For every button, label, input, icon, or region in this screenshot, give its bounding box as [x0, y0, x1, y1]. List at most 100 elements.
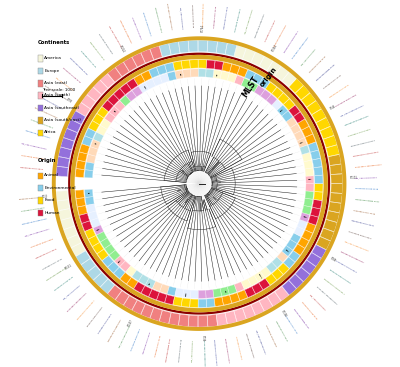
Polygon shape — [108, 285, 122, 300]
Polygon shape — [295, 268, 310, 282]
Polygon shape — [114, 88, 125, 100]
Polygon shape — [282, 111, 292, 121]
Polygon shape — [76, 251, 90, 265]
Polygon shape — [167, 286, 176, 296]
Polygon shape — [134, 282, 145, 293]
Text: NZ_AP12 India 2013: NZ_AP12 India 2013 — [191, 340, 194, 361]
Text: LC234567 China 2015: LC234567 China 2015 — [131, 17, 141, 39]
Polygon shape — [115, 62, 129, 76]
Polygon shape — [114, 101, 125, 112]
Polygon shape — [100, 238, 111, 248]
Text: NZ_CP01 Lebanon 2017: NZ_CP01 Lebanon 2017 — [255, 329, 266, 354]
Polygon shape — [68, 52, 330, 315]
Text: America: America — [44, 56, 62, 60]
Polygon shape — [90, 218, 100, 228]
Polygon shape — [139, 82, 149, 93]
Polygon shape — [266, 94, 277, 105]
Text: CP034567 USA 2012: CP034567 USA 2012 — [284, 315, 297, 334]
Polygon shape — [82, 221, 92, 231]
Polygon shape — [114, 256, 125, 266]
Polygon shape — [248, 81, 258, 92]
Polygon shape — [167, 72, 176, 81]
Polygon shape — [241, 78, 251, 88]
Polygon shape — [222, 62, 232, 72]
Text: ST167: ST167 — [128, 319, 135, 327]
Text: LC234567 China 2013: LC234567 China 2013 — [265, 20, 276, 42]
Polygon shape — [149, 289, 159, 300]
Polygon shape — [178, 41, 189, 53]
Polygon shape — [277, 251, 288, 262]
Polygon shape — [100, 73, 114, 88]
Polygon shape — [324, 219, 337, 232]
Text: NZ_AP12 India 2013: NZ_AP12 India 2013 — [356, 177, 377, 179]
Text: 744: 744 — [300, 141, 304, 144]
Text: KX123456 Spain 2014: KX123456 Spain 2014 — [21, 155, 45, 160]
Polygon shape — [160, 73, 169, 83]
Polygon shape — [301, 93, 316, 107]
Polygon shape — [100, 279, 114, 294]
Polygon shape — [306, 184, 314, 191]
Polygon shape — [207, 40, 218, 53]
Polygon shape — [225, 311, 237, 324]
Polygon shape — [260, 90, 271, 100]
Text: ST46: ST46 — [330, 104, 337, 111]
Polygon shape — [294, 244, 305, 255]
Polygon shape — [302, 230, 312, 241]
Text: MK987654 Peru 2013: MK987654 Peru 2013 — [89, 41, 104, 60]
Text: MN123456 Japan 2017: MN123456 Japan 2017 — [166, 337, 172, 361]
Text: 167: 167 — [118, 259, 122, 263]
Text: ST38: ST38 — [201, 335, 205, 341]
Polygon shape — [214, 61, 223, 70]
Text: LC234567 China 2015: LC234567 China 2015 — [21, 207, 45, 212]
Polygon shape — [160, 284, 169, 294]
Text: KX123456 Spain 2014: KX123456 Spain 2014 — [348, 231, 371, 239]
Polygon shape — [228, 284, 237, 294]
Polygon shape — [178, 314, 189, 327]
Polygon shape — [277, 105, 288, 116]
FancyBboxPatch shape — [38, 68, 43, 74]
Text: Europe: Europe — [44, 69, 60, 73]
Polygon shape — [312, 245, 326, 258]
Polygon shape — [234, 308, 246, 322]
Text: LT009876 Korea 2014: LT009876 Korea 2014 — [62, 67, 80, 83]
Polygon shape — [254, 86, 265, 96]
Polygon shape — [92, 243, 104, 254]
Text: KF234567 Thailand 2016: KF234567 Thailand 2016 — [68, 292, 88, 312]
Polygon shape — [282, 72, 296, 87]
Text: ST156: ST156 — [280, 309, 287, 318]
Polygon shape — [314, 167, 323, 175]
Polygon shape — [289, 251, 300, 262]
Polygon shape — [126, 266, 136, 276]
Text: MF345678 Europe 2016: MF345678 Europe 2016 — [344, 116, 368, 126]
FancyBboxPatch shape — [38, 80, 43, 87]
Polygon shape — [278, 263, 289, 275]
Polygon shape — [124, 57, 137, 72]
Polygon shape — [302, 153, 311, 161]
Polygon shape — [90, 139, 100, 149]
Polygon shape — [198, 290, 206, 298]
Text: KX123456 Spain 2014: KX123456 Spain 2014 — [131, 328, 141, 351]
FancyBboxPatch shape — [38, 55, 43, 62]
Polygon shape — [80, 144, 90, 154]
Polygon shape — [181, 298, 190, 307]
Text: KX123456 Spain 2014: KX123456 Spain 2014 — [235, 8, 241, 32]
Polygon shape — [190, 290, 198, 298]
Text: 224: 224 — [285, 249, 289, 252]
Polygon shape — [259, 297, 273, 311]
Polygon shape — [198, 60, 206, 68]
Text: NZ_CP01 Lebanon 2019: NZ_CP01 Lebanon 2019 — [344, 240, 369, 251]
Text: LT009876 Korea 2018: LT009876 Korea 2018 — [179, 339, 182, 362]
Text: MF345678 Europe 2012: MF345678 Europe 2012 — [255, 14, 265, 38]
Polygon shape — [52, 36, 346, 331]
Polygon shape — [64, 226, 77, 239]
Text: NZ_AP12 India 2015: NZ_AP12 India 2015 — [309, 294, 325, 311]
Text: MH345678 Tunisia 2019: MH345678 Tunisia 2019 — [154, 7, 161, 32]
Polygon shape — [80, 213, 90, 223]
Polygon shape — [169, 313, 180, 326]
Polygon shape — [302, 127, 312, 137]
Text: 1011: 1011 — [257, 274, 262, 279]
Polygon shape — [206, 290, 214, 298]
Polygon shape — [310, 207, 320, 217]
Polygon shape — [310, 150, 320, 160]
Text: MN123456 Japan 2019: MN123456 Japan 2019 — [46, 267, 68, 281]
